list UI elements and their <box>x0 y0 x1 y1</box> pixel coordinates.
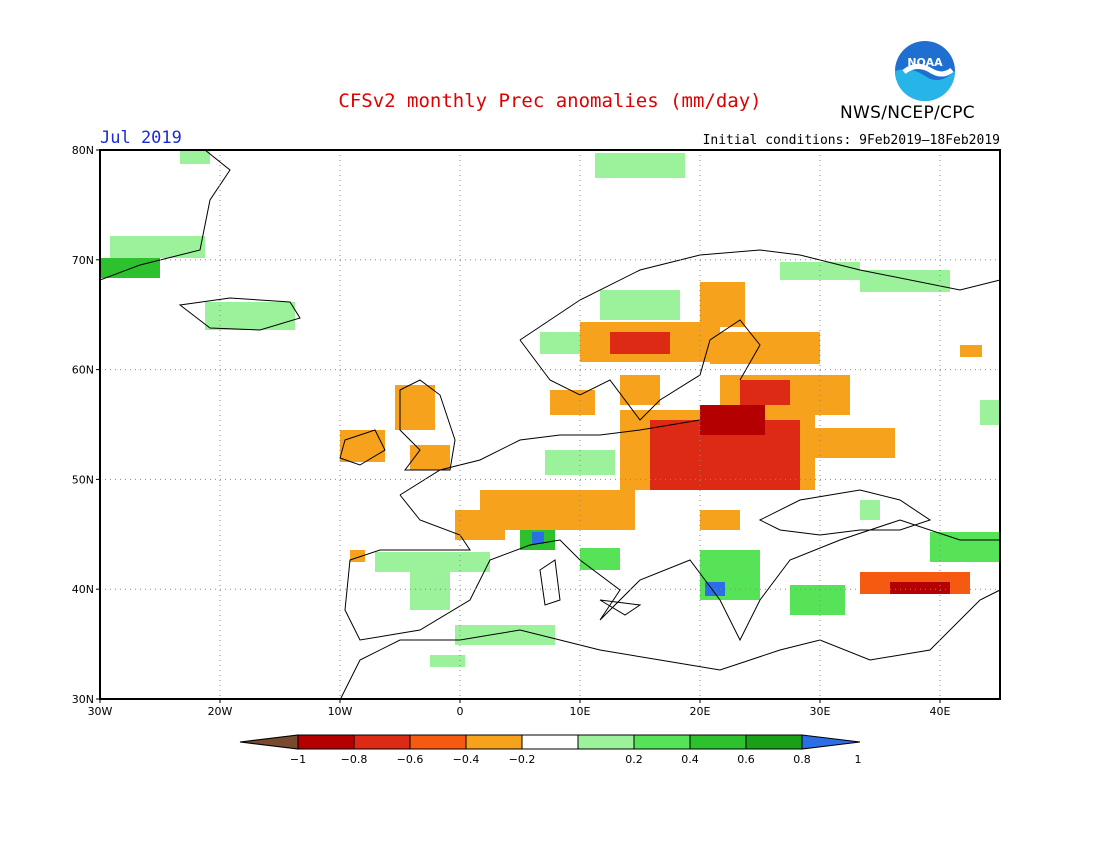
lon-label: 10W <box>328 705 353 718</box>
initial-conditions-label: Initial conditions: 9Feb2019—18Feb2019 <box>702 133 1000 148</box>
anomaly-east-med <box>790 585 845 615</box>
noaa-logo-icon: NOAA <box>894 40 956 102</box>
lon-label: 40E <box>930 705 951 718</box>
coast-ireland <box>339 429 386 466</box>
colorbar-tick-label: 0.6 <box>737 753 755 766</box>
anomaly-england <box>410 445 450 470</box>
anomaly-morocco <box>430 655 465 667</box>
lon-label: 20W <box>208 705 233 718</box>
anomaly-greenland-north <box>180 150 210 164</box>
colorbar-segment <box>521 734 579 750</box>
colorbar: −1 −0.8 −0.6 −0.4 −0.2 0.2 0.4 0.6 0.8 1 <box>239 734 862 766</box>
lon-label: 30E <box>810 705 831 718</box>
coast-iceland <box>178 297 301 331</box>
lon-label: 0 <box>457 705 464 718</box>
lat-label: 70N <box>72 254 94 267</box>
colorbar-min-arrow <box>239 734 299 750</box>
anomaly-iberia-center <box>410 570 450 610</box>
colorbar-tick-label: 1 <box>855 753 862 766</box>
coast-sicily <box>599 599 642 616</box>
anomaly-turkey-darkred <box>890 582 950 594</box>
colorbar-tick-label: −0.6 <box>397 753 424 766</box>
colorbar-segment <box>409 734 467 750</box>
anomaly-alps <box>480 490 635 530</box>
anomaly-iberia-north <box>375 552 490 572</box>
anomaly-barents <box>860 270 950 292</box>
colorbar-segment <box>297 734 355 750</box>
gridlines <box>100 150 1000 699</box>
coastlines <box>99 149 1001 701</box>
coast-greenland <box>99 149 231 281</box>
anomaly-norway-north <box>600 290 680 320</box>
anomaly-iceland <box>205 302 295 330</box>
coast-scandinavia-north <box>519 249 1001 341</box>
anomaly-finland <box>710 332 820 364</box>
map-frame <box>99 149 1001 700</box>
anomaly-svalbard <box>595 153 685 178</box>
anomaly-russia-orange <box>960 345 982 357</box>
anomaly-north-africa <box>455 625 555 645</box>
lat-label: 40N <box>72 583 94 596</box>
colorbar-max-arrow <box>801 734 861 750</box>
colorbar-segment <box>465 734 523 750</box>
anomaly-greenland <box>100 258 160 278</box>
anomaly-black-sea <box>860 500 880 520</box>
lon-label: 20E <box>690 705 711 718</box>
anomaly-south-sweden <box>620 375 660 405</box>
anomaly-sweden-red <box>610 332 670 354</box>
lat-label: 50N <box>72 473 94 486</box>
lon-label: 30W <box>88 705 113 718</box>
lat-label: 80N <box>72 144 94 157</box>
coast-north-sea <box>399 419 701 496</box>
anomaly-balkans-orange <box>700 510 740 530</box>
colorbar-tick-label: −1 <box>290 753 306 766</box>
month-label: Jul 2019 <box>100 128 182 148</box>
anomaly-ireland <box>340 430 385 462</box>
organization-label: NWS/NCEP/CPC <box>840 103 975 123</box>
anomaly-benelux <box>545 450 615 475</box>
colorbar-tick-label: 0.8 <box>793 753 811 766</box>
lon-label: 10E <box>570 705 591 718</box>
anomaly-lithuania-darkred <box>700 405 765 435</box>
anomaly-scotland <box>395 385 435 430</box>
logo-text: NOAA <box>907 56 943 69</box>
colorbar-tick-label: −0.8 <box>341 753 368 766</box>
coast-black-sea <box>758 489 932 536</box>
anomaly-italy <box>580 548 620 570</box>
anomaly-france <box>455 510 505 540</box>
latitude-labels: 80N 70N 60N 50N 40N 30N <box>72 144 100 706</box>
colorbar-segment <box>745 734 803 750</box>
coast-north-africa <box>339 589 1001 701</box>
colorbar-tick-label: −0.4 <box>453 753 480 766</box>
lat-label: 30N <box>72 693 94 706</box>
coast-mediterranean-north <box>344 494 1000 642</box>
coast-britain <box>399 379 456 471</box>
colorbar-tick-label: −0.2 <box>509 753 536 766</box>
anomaly-greenland-light <box>110 236 205 258</box>
colorbar-segment <box>577 734 635 750</box>
lat-label: 60N <box>72 364 94 377</box>
anomaly-norway-coast <box>540 332 590 354</box>
anomaly-russia-green <box>980 400 1000 425</box>
colorbar-tick-label: 0.2 <box>625 753 643 766</box>
anomaly-nw-italy-blue <box>532 532 544 544</box>
coast-sardinia <box>539 559 561 606</box>
colorbar-segment <box>353 734 411 750</box>
colorbar-segment <box>633 734 691 750</box>
anomaly-latvia-red <box>740 380 790 405</box>
anomaly-caucasus <box>930 532 1000 562</box>
anomaly-denmark <box>550 390 595 415</box>
colorbar-segment <box>689 734 747 750</box>
coast-baltic <box>519 319 761 421</box>
colorbar-tick-label: 0.4 <box>681 753 699 766</box>
anomaly-ukraine <box>800 428 895 458</box>
longitude-labels: 30W 20W 10W 0 10E 20E 30E 40E <box>88 699 951 718</box>
anomaly-north-sweden <box>700 282 745 327</box>
map-title: CFSv2 monthly Prec anomalies (mm/day) <box>338 90 762 112</box>
anomaly-patches <box>100 150 1000 667</box>
